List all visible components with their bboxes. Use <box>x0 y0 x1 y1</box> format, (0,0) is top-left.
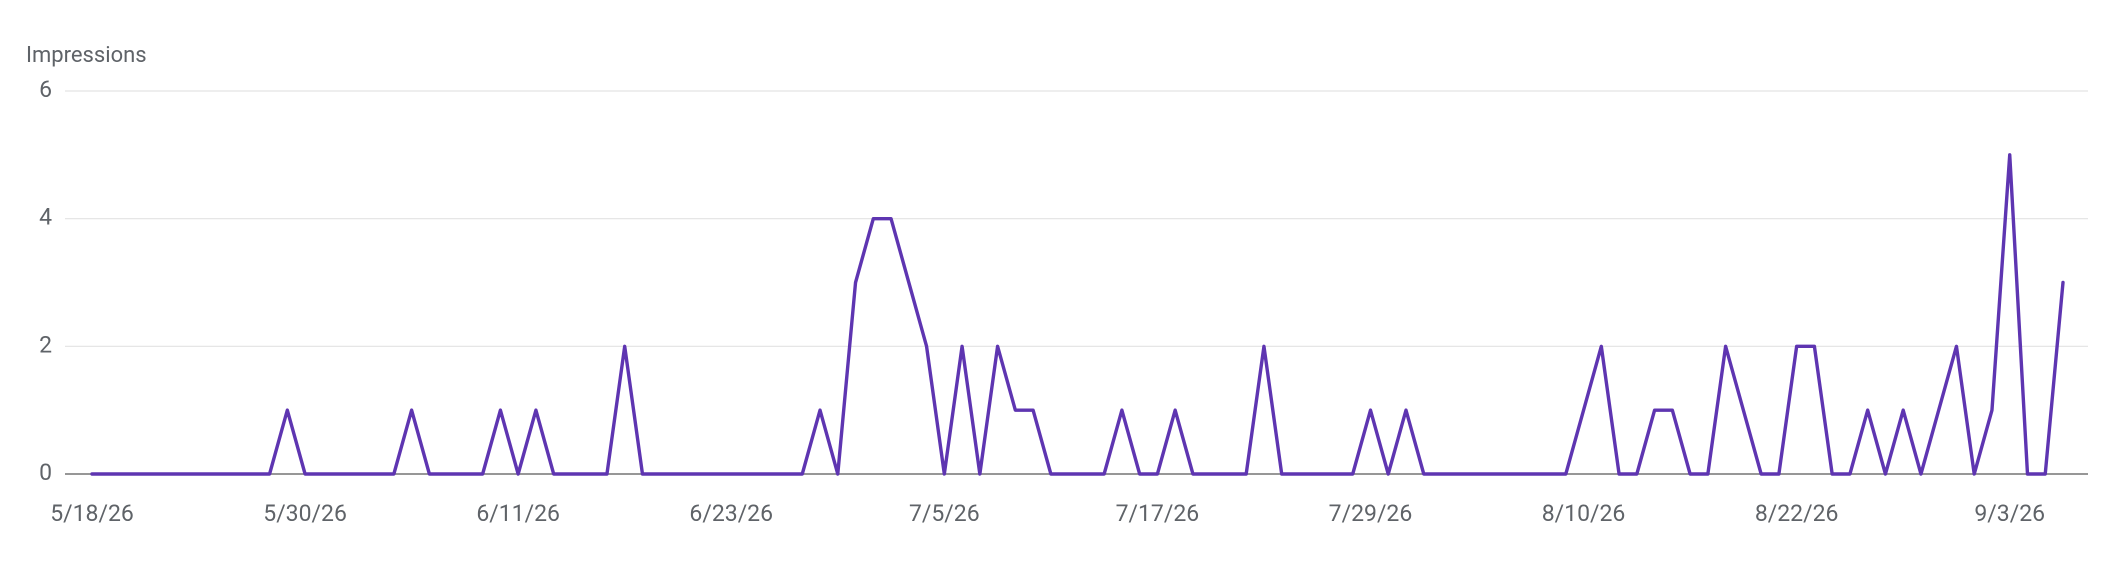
x-tick-label: 7/17/26 <box>1116 500 1200 527</box>
data-line <box>90 153 2065 476</box>
x-tick-label: 7/29/26 <box>1329 500 1413 527</box>
x-tick-label: 9/3/26 <box>1974 500 2045 527</box>
y-tick-label: 2 <box>39 331 52 358</box>
x-tick-label: 8/22/26 <box>1755 500 1839 527</box>
x-tick-label: 5/30/26 <box>263 500 347 527</box>
x-tick-label: 5/18/26 <box>50 500 134 527</box>
x-tick-label: 6/11/26 <box>476 500 560 527</box>
x-tick-label: 7/5/26 <box>909 500 980 527</box>
x-tick-label: 8/10/26 <box>1542 500 1626 527</box>
y-tick-label: 6 <box>39 76 52 103</box>
y-tick-label: 4 <box>39 204 52 231</box>
y-tick-label: 0 <box>39 459 52 486</box>
x-tick-label: 6/23/26 <box>689 500 773 527</box>
y-axis-title: Impressions <box>26 43 147 68</box>
